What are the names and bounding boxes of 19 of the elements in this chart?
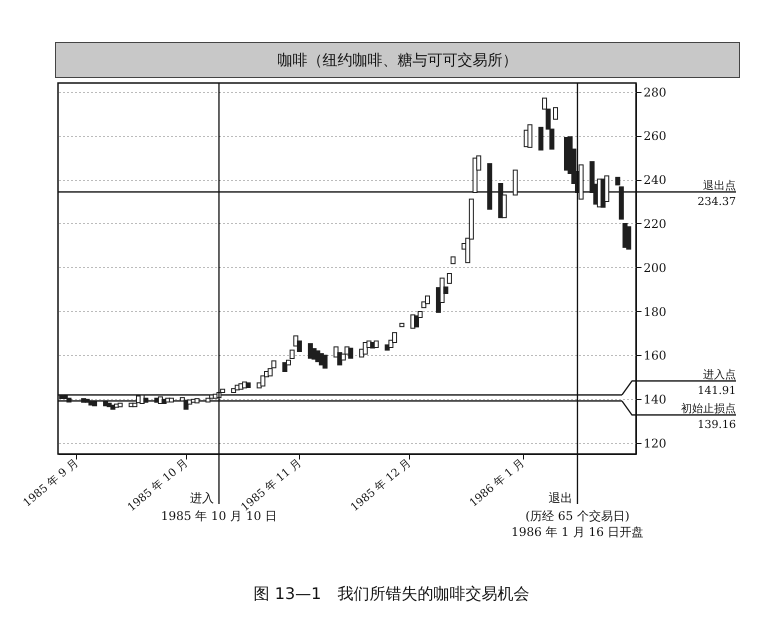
ref-line-label: 退出点 234.37 — [698, 178, 736, 208]
ref-line-label: 进入 — [190, 491, 214, 505]
text: (历经 65 个交易日) — [525, 509, 630, 523]
y-tick-label: 280 — [644, 85, 666, 100]
ref-line-label: 退出 — [548, 491, 572, 505]
y-tick-label: 200 — [644, 260, 666, 275]
y-tick-label: 160 — [644, 348, 666, 363]
y-tick-label: 260 — [644, 129, 666, 144]
ref-line-label: 进入点 141.91 — [698, 368, 736, 397]
y-tick-label: 240 — [644, 173, 666, 188]
caption: 图 13—1 我们所错失的咖啡交易机会 — [252, 584, 530, 605]
text: 1986 年 1 月 16 日开盘 — [511, 525, 644, 539]
text: 1985 年 10 月 10 日 — [160, 509, 278, 523]
y-tick-label: 220 — [644, 216, 666, 231]
y-tick-label: 120 — [644, 436, 666, 451]
y-tick-label: 180 — [644, 304, 666, 319]
y-tick-label: 140 — [644, 392, 666, 407]
chart-title: 咖啡（纽约咖啡、糖与可可交易所） — [55, 42, 740, 78]
ref-line-label: 初始止损点 139.16 — [681, 402, 736, 431]
